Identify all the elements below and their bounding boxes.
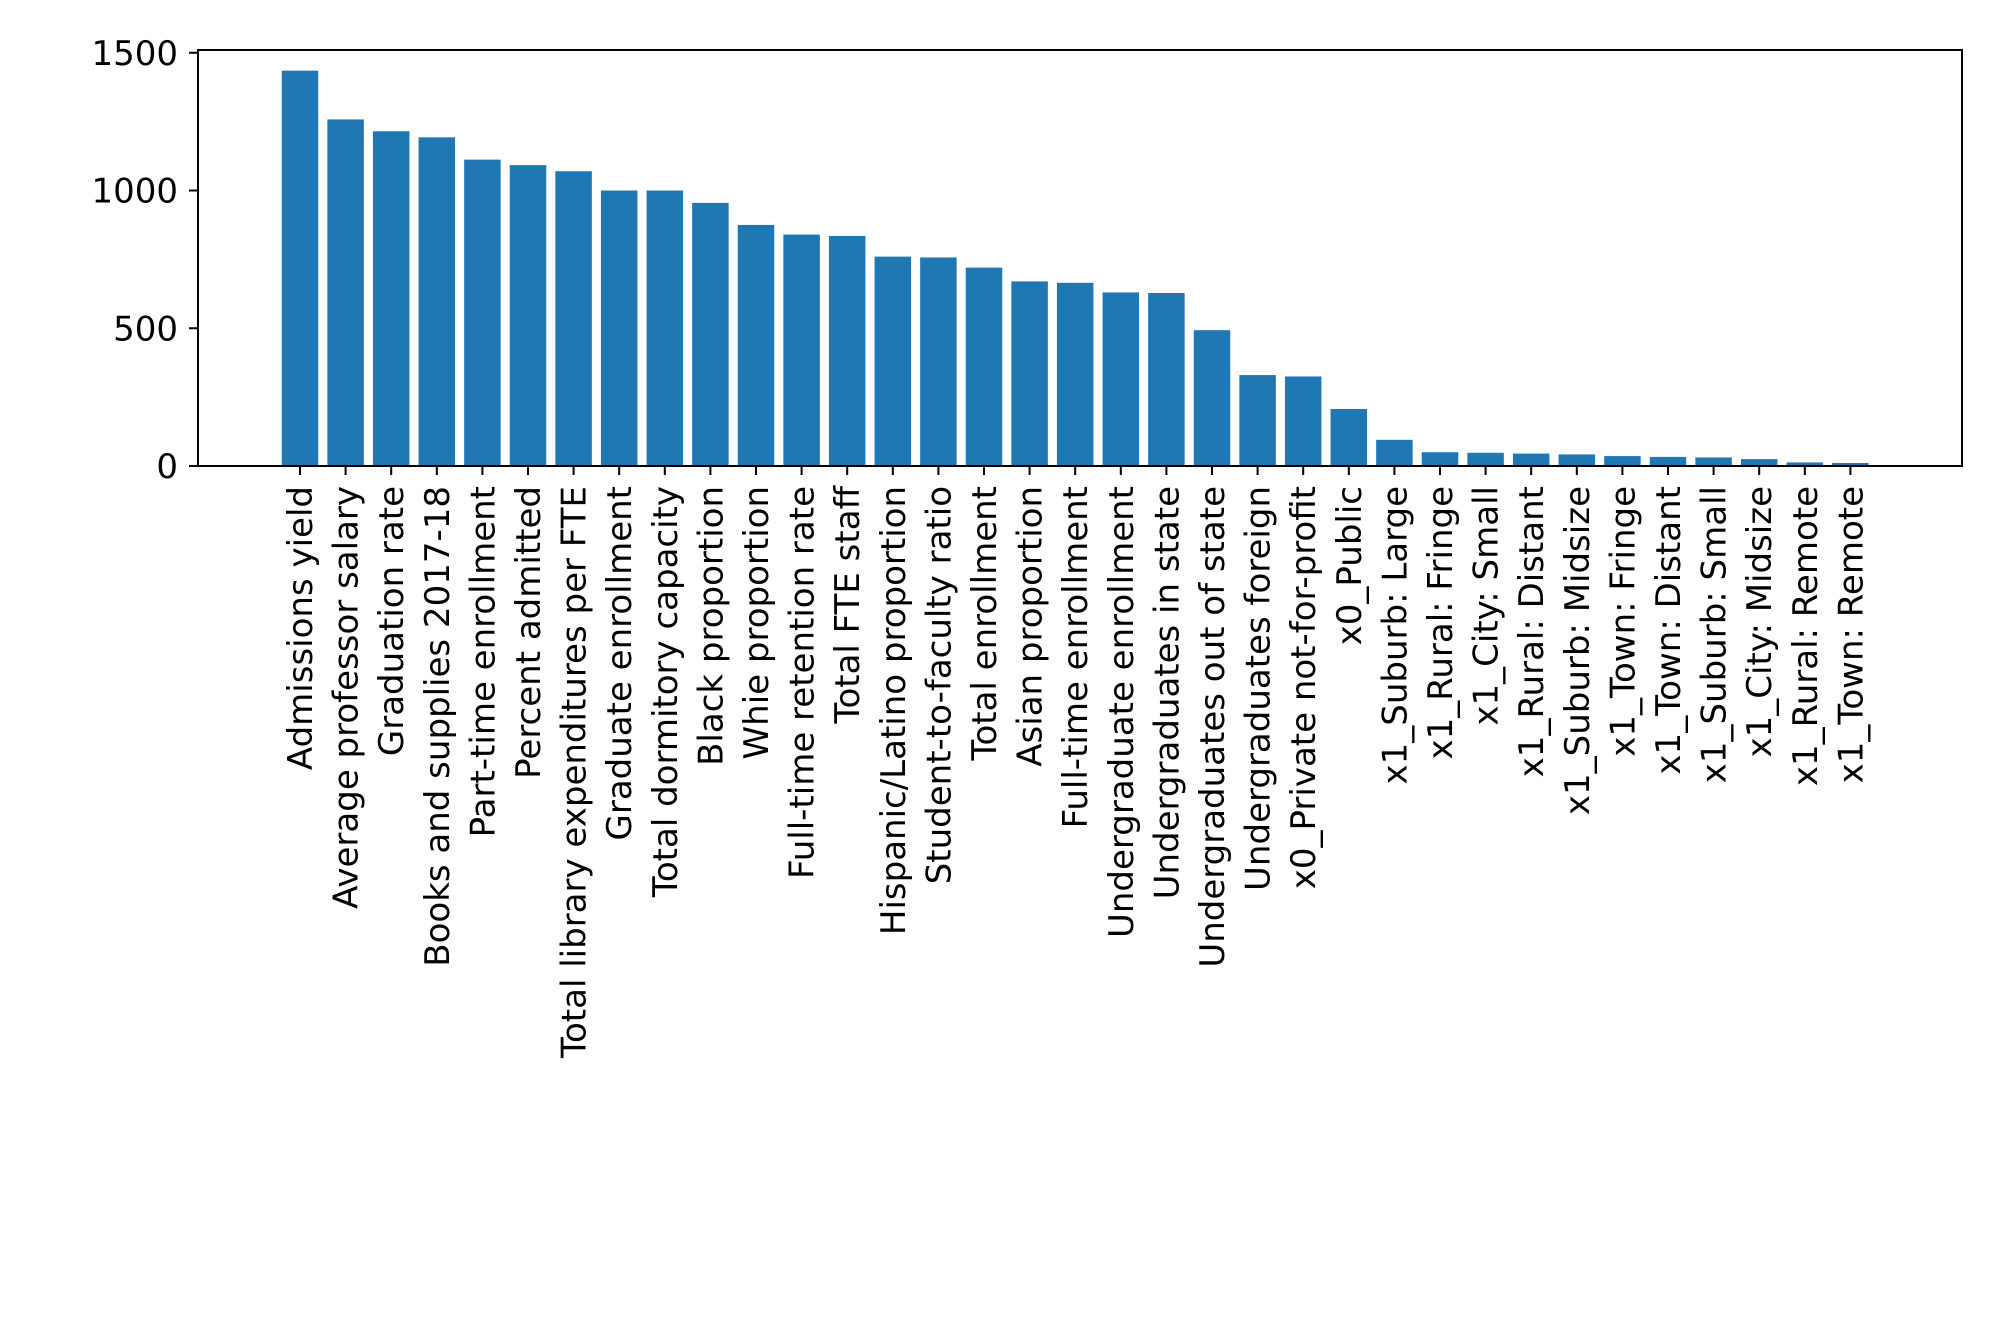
x-tick-label: Total FTE staff bbox=[828, 484, 868, 724]
bar bbox=[555, 171, 592, 466]
x-tick-label: Graduate enrollment bbox=[600, 486, 640, 841]
bars-group bbox=[281, 70, 1869, 467]
bar bbox=[1558, 454, 1596, 466]
x-tick-label: Total library expenditures per FTE bbox=[555, 486, 595, 1059]
y-tick-label: 1000 bbox=[91, 172, 178, 212]
x-tick-label: Admissions yield bbox=[281, 486, 321, 770]
x-tick-label: Student-to-faculty ratio bbox=[919, 486, 959, 884]
x-tick-label: Hispanic/Latino proportion bbox=[874, 486, 914, 935]
x-tick-label: Whie proportion bbox=[737, 486, 777, 759]
x-tick-label: x1_Town: Fringe bbox=[1603, 486, 1643, 757]
x-tick-label: x1_Suburb: Large bbox=[1375, 486, 1415, 785]
y-tick-label: 1500 bbox=[91, 34, 178, 74]
x-tick-label: Undergraduates in state bbox=[1147, 486, 1187, 899]
x-tick-label: x1_Suburb: Small bbox=[1695, 486, 1735, 783]
plot-frame bbox=[197, 49, 1963, 467]
bar bbox=[600, 190, 638, 467]
bar bbox=[464, 159, 501, 466]
bar bbox=[1376, 439, 1413, 466]
x-tick-label: Black proportion bbox=[691, 486, 731, 766]
x-tick-label: x1_Rural: Remote bbox=[1786, 486, 1826, 786]
bar bbox=[1695, 457, 1732, 466]
bar bbox=[1056, 282, 1094, 466]
bar bbox=[1832, 462, 1869, 466]
bar bbox=[737, 224, 775, 466]
bar bbox=[828, 235, 866, 466]
bar bbox=[1421, 452, 1459, 466]
bar bbox=[327, 119, 364, 466]
y-axis: 0 500 1000 1500 bbox=[91, 34, 198, 487]
x-tick-label: Part-time enrollment bbox=[463, 486, 503, 837]
bar bbox=[418, 137, 456, 466]
y-tick-label: 0 bbox=[156, 447, 178, 487]
x-tick-label: x1_Suburb: Midsize bbox=[1558, 486, 1598, 815]
bar bbox=[692, 202, 729, 466]
bar bbox=[1011, 281, 1048, 466]
bar bbox=[965, 267, 1003, 466]
x-tick-label: Average professor salary bbox=[327, 486, 367, 909]
bar bbox=[1512, 453, 1550, 466]
bar bbox=[281, 70, 319, 466]
x-tick-label: Percent admitted bbox=[509, 486, 549, 779]
x-tick-label: Asian proportion bbox=[1011, 486, 1051, 767]
x-tick-label: Graduation rate bbox=[372, 486, 412, 756]
bar bbox=[1467, 452, 1504, 466]
y-tick-label: 500 bbox=[113, 309, 178, 349]
bar bbox=[874, 256, 912, 466]
bar bbox=[1102, 292, 1140, 466]
bar bbox=[1649, 456, 1687, 466]
x-tick-label: x1_City: Midsize bbox=[1740, 486, 1780, 757]
x-tick-label: Undergraduate enrollment bbox=[1102, 486, 1142, 938]
x-tick-label: Undergraduates foreign bbox=[1239, 486, 1279, 891]
x-tick-label: x0_Public bbox=[1330, 486, 1370, 645]
bar bbox=[1239, 375, 1276, 466]
x-tick-label: Undergraduates out of state bbox=[1193, 486, 1233, 968]
bar bbox=[509, 165, 547, 466]
x-axis: Admissions yield Average professor salary… bbox=[281, 466, 1871, 1059]
bar bbox=[1330, 408, 1368, 466]
x-tick-label: Total enrollment bbox=[965, 486, 1005, 762]
bar bbox=[1284, 376, 1322, 466]
x-tick-label: x0_Private not-for-profit bbox=[1284, 486, 1324, 889]
x-tick-label: Full-time retention rate bbox=[783, 486, 823, 879]
bar bbox=[1148, 292, 1185, 466]
bar bbox=[1740, 459, 1778, 466]
bar bbox=[783, 234, 820, 466]
bar bbox=[372, 131, 410, 466]
x-tick-label: x1_Town: Distant bbox=[1649, 486, 1689, 775]
x-tick-label: Full-time enrollment bbox=[1056, 486, 1096, 828]
bar bbox=[1604, 456, 1641, 466]
x-tick-label: Books and supplies 2017-18 bbox=[418, 486, 458, 967]
bar bbox=[1193, 330, 1231, 466]
x-tick-label: x1_Rural: Distant bbox=[1512, 486, 1552, 777]
x-tick-label: x1_Rural: Fringe bbox=[1421, 486, 1461, 759]
x-tick-label: x1_City: Small bbox=[1467, 486, 1507, 726]
bar bbox=[1786, 462, 1824, 466]
x-tick-label: Total dormitory capacity bbox=[646, 486, 686, 898]
bar bbox=[646, 190, 684, 467]
bar bbox=[920, 257, 957, 466]
x-tick-label: x1_Town: Remote bbox=[1831, 486, 1871, 783]
